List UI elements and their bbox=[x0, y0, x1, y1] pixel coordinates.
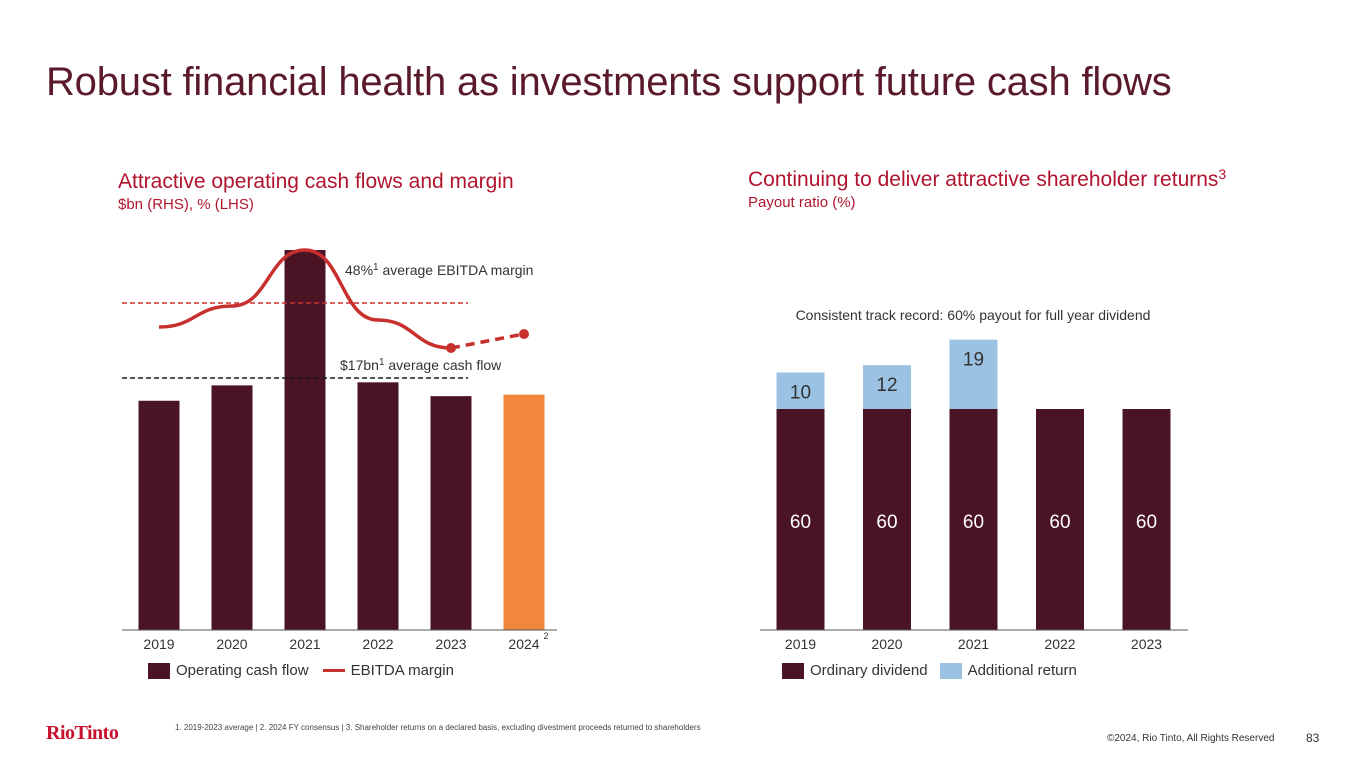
legend-swatch-ordinary-dividend bbox=[782, 662, 804, 679]
ordinary-dividend-bar-2019 bbox=[776, 409, 825, 630]
operating-cash-flow-bar-2022 bbox=[357, 382, 399, 630]
additional-return-bar-2020 bbox=[863, 365, 911, 409]
ordinary-dividend-bar-2022 bbox=[1036, 409, 1084, 630]
ordinary-dividend-bar-2021 bbox=[949, 409, 998, 630]
additional-return-value-label: 19 bbox=[963, 350, 984, 371]
shareholder-returns-chart: Consistent track record: 60% payout for … bbox=[760, 307, 1188, 652]
ebitda-margin-line bbox=[158, 248, 452, 350]
left-x-tick-label: 2020 bbox=[216, 636, 247, 652]
operating-cash-flow-bar-2023 bbox=[430, 396, 472, 630]
avg-cash-flow-label: $17bn1 average cash flow bbox=[340, 357, 502, 373]
ordinary-dividend-bar-2023 bbox=[1122, 409, 1171, 630]
ordinary-dividend-bar-2020 bbox=[863, 409, 911, 630]
right-x-tick-label: 2023 bbox=[1131, 636, 1162, 652]
additional-return-value-label: 10 bbox=[790, 383, 811, 404]
ordinary-dividend-value-label: 60 bbox=[1136, 512, 1157, 533]
additional-return-value-label: 12 bbox=[876, 375, 897, 396]
ebitda-margin-point-2023 bbox=[446, 343, 456, 353]
additional-return-bar-2021 bbox=[949, 339, 998, 409]
ordinary-dividend-value-label: 60 bbox=[790, 512, 811, 533]
payout-annotation: Consistent track record: 60% payout for … bbox=[796, 307, 1151, 323]
left-chart-subtitle: $bn (RHS), % (LHS) bbox=[118, 196, 254, 213]
ordinary-dividend-value-label: 60 bbox=[963, 512, 984, 533]
legend-swatch-ebitda-margin bbox=[322, 669, 345, 672]
left-x-tick-superscript: 2 bbox=[543, 631, 548, 641]
ordinary-dividend-value-label: 60 bbox=[1049, 512, 1070, 533]
operating-cash-flow-bar-2021 bbox=[284, 250, 326, 630]
legend-swatch-additional-return bbox=[939, 662, 962, 679]
operating-cash-flow-bar-2024 bbox=[503, 394, 545, 630]
left-legend: Operating cash flow EBITDA margin bbox=[148, 662, 454, 679]
left-x-tick-label: 2024 bbox=[508, 636, 539, 652]
left-x-tick-label: 2019 bbox=[143, 636, 174, 652]
right-x-tick-label: 2022 bbox=[1044, 636, 1075, 652]
legend-label-additional-return: Additional return bbox=[967, 662, 1077, 679]
footnote: 1. 2019-2023 average | 2. 2024 FY consen… bbox=[175, 723, 701, 732]
left-x-tick-label: 2021 bbox=[289, 636, 320, 652]
copyright: ©2024, Rio Tinto, All Rights Reserved bbox=[1107, 733, 1275, 744]
legend-label-ebitda-margin: EBITDA margin bbox=[350, 662, 454, 679]
rio-tinto-logo: RioTinto bbox=[46, 722, 119, 744]
page-title: Robust financial health as investments s… bbox=[46, 60, 1172, 104]
avg-ebitda-margin-label: 48%1 average EBITDA margin bbox=[345, 262, 533, 278]
right-x-tick-label: 2020 bbox=[871, 636, 902, 652]
legend-label-ordinary-dividend: Ordinary dividend bbox=[810, 662, 928, 679]
right-legend: Ordinary dividend Additional return bbox=[782, 662, 1077, 679]
operating-cash-flow-chart: 2019 2020 2021 2022 2023 2024 2 48%1 average EB… bbox=[122, 248, 557, 652]
right-x-tick-label: 2021 bbox=[958, 636, 989, 652]
ebitda-margin-forecast-line bbox=[450, 332, 525, 350]
ordinary-dividend-value-label: 60 bbox=[876, 512, 897, 533]
right-chart-subtitle: Payout ratio (%) bbox=[748, 194, 856, 211]
left-x-tick-label: 2023 bbox=[435, 636, 466, 652]
left-chart-title: Attractive operating cash flows and marg… bbox=[118, 170, 514, 193]
operating-cash-flow-bar-2020 bbox=[211, 385, 253, 630]
right-chart-title: Continuing to deliver attractive shareho… bbox=[748, 166, 1227, 191]
ebitda-margin-point-2024 bbox=[519, 329, 529, 339]
additional-return-bar-2019 bbox=[776, 372, 825, 409]
left-x-tick-label: 2022 bbox=[362, 636, 393, 652]
operating-cash-flow-bar-2019 bbox=[138, 400, 180, 630]
right-x-tick-label: 2019 bbox=[785, 636, 816, 652]
legend-label-operating-cash-flow: Operating cash flow bbox=[176, 662, 309, 679]
legend-swatch-operating-cash-flow bbox=[148, 662, 170, 679]
page-number: 83 bbox=[1306, 731, 1320, 745]
